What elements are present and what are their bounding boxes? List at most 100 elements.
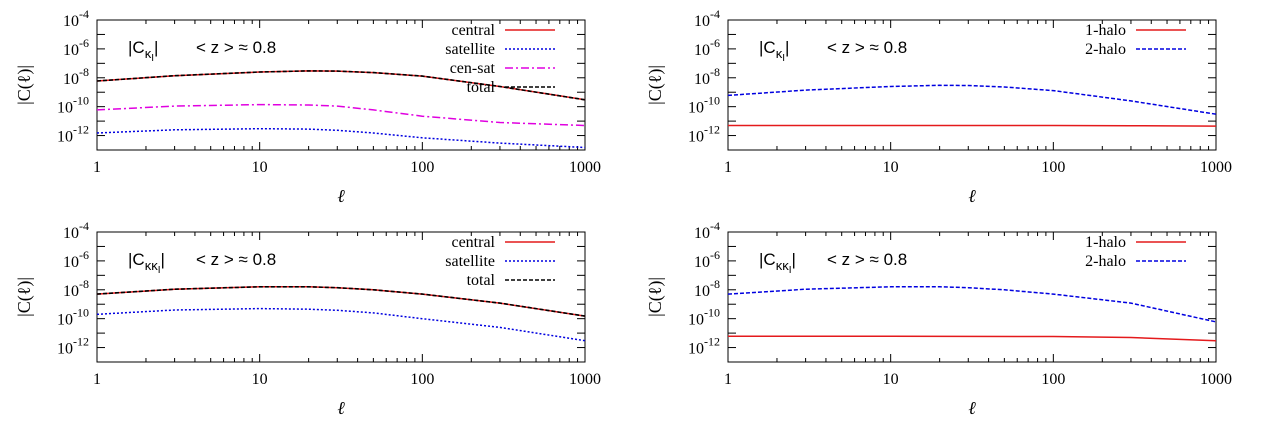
series-line-cen-sat <box>96 103 586 127</box>
y-tick-label: 10-6 <box>694 36 720 59</box>
annotation-quantity-subsub: I <box>151 53 154 64</box>
annotation-redshift: < z > ≈ 0.8 <box>827 38 907 57</box>
y-tick-label: 10-6 <box>694 248 720 271</box>
annotation-quantity-subsub: I <box>158 265 161 276</box>
x-tick-label: 10 <box>883 371 899 388</box>
panel-4: 1 10 100 100010-410-610-810-1010-12ℓ|C(ℓ)|1… <box>645 219 1232 418</box>
y-tick-base: 10 <box>63 225 79 242</box>
y-tick-exponent: -12 <box>73 335 89 349</box>
annotation-quantity-sub: κκ <box>776 258 790 273</box>
x-axis-label: ℓ <box>337 186 345 206</box>
legend-label: 1-halo <box>1085 234 1126 251</box>
y-tick-base: 10 <box>63 71 79 88</box>
y-tick-base: 10 <box>694 42 710 59</box>
x-tick-label: 100 <box>1041 371 1065 388</box>
legend-label: cen-sat <box>450 60 496 77</box>
y-tick-exponent: -10 <box>704 306 720 320</box>
y-tick-base: 10 <box>694 13 710 30</box>
y-tick-base: 10 <box>694 283 710 300</box>
y-tick-exponent: -4 <box>79 219 89 233</box>
y-axis-label: |C(ℓ)| <box>14 65 35 105</box>
plot-frame <box>96 231 586 363</box>
annotation-quantity-main: |C <box>759 250 776 269</box>
y-tick-label: 10-8 <box>694 65 720 88</box>
y-tick-label: 10-8 <box>63 65 89 88</box>
annotation-redshift: < z > ≈ 0.8 <box>196 38 276 57</box>
y-tick-base: 10 <box>57 312 73 329</box>
y-tick-exponent: -8 <box>79 277 89 291</box>
y-tick-base: 10 <box>63 42 79 59</box>
series-line-2-halo <box>727 84 1217 115</box>
y-tick-label: 10-8 <box>694 277 720 300</box>
legend-label: total <box>467 272 496 289</box>
y-tick-exponent: -6 <box>79 36 89 50</box>
y-tick-label: 10-4 <box>63 7 89 30</box>
y-tick-exponent: -6 <box>710 248 720 262</box>
y-tick-base: 10 <box>57 129 73 146</box>
y-axis-label: |C(ℓ)| <box>14 277 35 317</box>
legend-label: central <box>451 22 495 39</box>
y-tick-base: 10 <box>688 129 704 146</box>
legend-label: central <box>451 234 495 251</box>
y-tick-exponent: -8 <box>710 65 720 79</box>
y-tick-label: 10-6 <box>63 248 89 271</box>
annotation-quantity-sub: κκ <box>145 258 159 273</box>
y-tick-base: 10 <box>63 283 79 300</box>
y-tick-label: 10-4 <box>694 219 720 242</box>
y-axis-label: |C(ℓ)| <box>645 277 666 317</box>
y-tick-exponent: -4 <box>710 219 720 233</box>
y-tick-label: 10-6 <box>63 36 89 59</box>
legend-label: satellite <box>445 253 495 270</box>
series-line-satellite <box>96 307 586 342</box>
series-line-1-halo <box>728 335 1217 342</box>
y-tick-label: 10-12 <box>57 123 89 146</box>
legend-label: 1-halo <box>1085 22 1126 39</box>
annotation-quantity-close: | <box>160 250 164 269</box>
x-tick-label: 100 <box>1041 159 1065 176</box>
y-tick-exponent: -12 <box>73 123 89 137</box>
y-tick-base: 10 <box>57 341 73 358</box>
annotation-quantity-subsub: I <box>789 265 792 276</box>
y-tick-exponent: -4 <box>79 7 89 21</box>
panel-1: 1 10 100 100010-410-610-810-1010-12ℓ|C(ℓ)|c… <box>14 7 601 206</box>
series-line-satellite <box>96 127 586 149</box>
x-tick-label: 1 <box>93 371 101 388</box>
panel-3: 1 10 100 100010-410-610-810-1010-12ℓ|C(ℓ)|c… <box>14 219 601 418</box>
x-axis-label: ℓ <box>968 398 976 418</box>
series-line-total <box>96 286 586 317</box>
y-tick-label: 10-10 <box>688 94 720 117</box>
annotation-quantity-sub: κ <box>776 46 783 61</box>
y-tick-base: 10 <box>694 225 710 242</box>
x-tick-label: 10 <box>252 371 268 388</box>
y-axis-label: |C(ℓ)| <box>645 65 666 105</box>
y-tick-base: 10 <box>63 254 79 271</box>
y-tick-exponent: -10 <box>704 94 720 108</box>
x-tick-label: 1 <box>93 159 101 176</box>
y-tick-exponent: -6 <box>79 248 89 262</box>
x-tick-label: 100 <box>410 371 434 388</box>
y-tick-base: 10 <box>57 100 73 117</box>
x-tick-label: 100 <box>410 159 434 176</box>
y-tick-base: 10 <box>688 100 704 117</box>
series-line-1-halo <box>728 124 1217 127</box>
y-tick-label: 10-12 <box>688 123 720 146</box>
annotation-quantity-close: | <box>154 38 158 57</box>
x-tick-label: 1000 <box>569 159 601 176</box>
y-tick-label: 10-10 <box>57 306 89 329</box>
annotation-quantity-main: |C <box>128 38 145 57</box>
x-tick-label: 1000 <box>1200 371 1232 388</box>
annotation-quantity: |CκκI| <box>759 250 796 276</box>
legend-label: 2-halo <box>1085 41 1126 58</box>
x-axis-label: ℓ <box>968 186 976 206</box>
plot-frame <box>727 231 1217 363</box>
y-tick-label: 10-4 <box>694 7 720 30</box>
y-tick-exponent: -10 <box>73 306 89 320</box>
y-tick-label: 10-12 <box>57 335 89 358</box>
y-tick-exponent: -8 <box>79 65 89 79</box>
y-tick-exponent: -4 <box>710 7 720 21</box>
annotation-quantity-sub: κ <box>145 46 152 61</box>
annotation-quantity-close: | <box>791 250 795 269</box>
annotation-quantity: |CκI| <box>759 38 789 64</box>
annotation-quantity: |CκI| <box>128 38 158 64</box>
